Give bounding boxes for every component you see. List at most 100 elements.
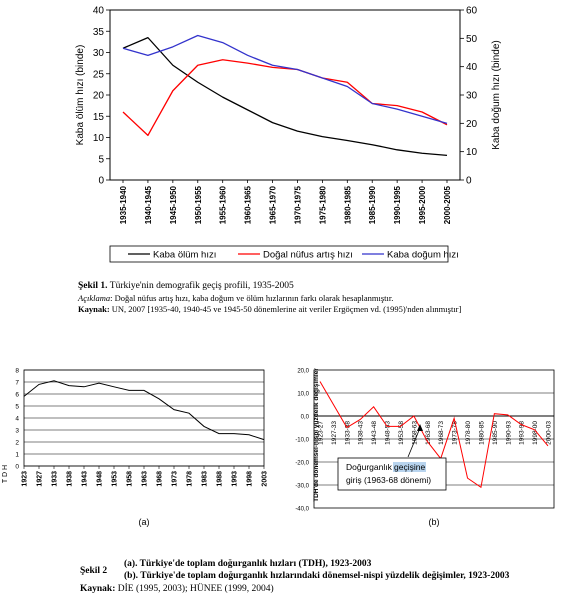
right-tick-label: 40	[466, 62, 478, 73]
figure1-source: Kaynak: UN, 2007 [1935-40, 1940-45 ve 19…	[78, 304, 461, 315]
demographic-transition-chart: 0 5 10 15 20 25 30 35 40 0 10 20 30 40 50 60 1935-1940…	[75, 6, 502, 263]
y-tick-label: -30,0	[295, 484, 309, 490]
legend-label: Doğal nüfus artış hızı	[263, 250, 353, 261]
y-tick-label: 7	[15, 380, 19, 387]
x-tick-label: 1983	[202, 471, 209, 487]
x-tick-label: 1948-53	[385, 421, 392, 445]
x-tick-label: 1950-1955	[194, 185, 203, 224]
x-tick-label: 1958	[127, 471, 134, 487]
x-tick-label: 1965-1970	[269, 185, 278, 224]
panel-label-b: (b)	[429, 517, 440, 527]
left-axis-ticks: 0 5 10 15 20 25 30 35 40	[93, 6, 110, 187]
x-tick-label: 1933-38	[344, 421, 351, 445]
x-tick-label: 1938-43	[358, 421, 365, 445]
figure1-source-text: UN, 2007 [1935-40, 1940-45 ve 1945-50 dö…	[109, 304, 462, 314]
figure1-caption: Şekil 1. Türkiye'nin demografik geçiş pr…	[78, 281, 294, 292]
x-tick-label: 1998	[247, 471, 254, 487]
x-tick-label: 1940-1945	[144, 185, 153, 224]
left-tick-label: 10	[93, 133, 105, 144]
figure1-title: Türkiye'nin demografik geçiş profili, 19…	[107, 281, 294, 291]
left-tick-label: 35	[93, 27, 105, 38]
series-line	[122, 34, 448, 124]
x-tick-label: 1980-85	[478, 421, 485, 445]
y-tick-label: 8	[15, 368, 19, 375]
x-tick-label: 1923	[22, 471, 29, 487]
figure1-note-text: : Doğal nüfus artış hızı, kaba doğum ve …	[110, 293, 394, 303]
x-tick-label: 1968	[157, 471, 164, 487]
x-axis-ticks: 1923-27 1927-33 1933-38 1938-43 1943-48 1948-…	[318, 421, 553, 445]
x-tick-label: 2003	[262, 471, 269, 487]
x-axis-ticks: 1923 1927 1933 1938 1943 1948 1953 1958 1963 1968…	[22, 466, 269, 487]
left-tick-label: 15	[93, 112, 105, 123]
plot-area	[109, 9, 461, 181]
annotation-box	[337, 457, 447, 491]
figure1-note-label: Açıklama	[78, 293, 111, 303]
x-tick-label: 1990-1995	[393, 185, 402, 224]
x-tick-label: 1970-1975	[293, 185, 302, 224]
legend-box	[109, 245, 449, 263]
left-axis-label: Kaba ölüm hızı (binde)	[75, 45, 86, 146]
panel-label-a: (a)	[139, 517, 150, 527]
left-tick-label: 5	[98, 154, 104, 165]
y-tick-label: 6	[15, 392, 19, 399]
y-tick-label: 20,0	[297, 369, 309, 375]
figure2-source: Kaynak: DİE (1995, 2003); HÜNEE (1999, 2…	[80, 584, 274, 595]
x-tick-label: 1973-78	[452, 421, 459, 445]
x-tick-label: 1988	[217, 471, 224, 487]
x-tick-label: 1955-1960	[219, 185, 228, 224]
x-axis-ticks: 1935-1940 1940-1945 1945-1950 1950-1955 1955…	[119, 180, 452, 224]
annotation: Doğurganlık geçişine giriş (1963-68 döne…	[337, 424, 447, 491]
x-tick-label: 2000-2005	[443, 185, 452, 224]
series-line	[319, 381, 549, 489]
tfr-line	[23, 380, 265, 441]
figure2-line-a: (a). Türkiye'de toplam doğurganlık hızla…	[124, 559, 372, 569]
x-tick-label: 1958-63	[411, 421, 418, 445]
y-tick-label: 0	[15, 464, 19, 471]
x-tick-label: 1963-68	[425, 421, 432, 445]
right-tick-label: 60	[466, 6, 478, 17]
right-tick-label: 50	[466, 34, 478, 45]
y-tick-label: 0,0	[301, 415, 310, 421]
x-tick-label: 1985-1990	[368, 185, 377, 224]
figure1-source-label: Kaynak:	[78, 304, 110, 314]
right-tick-label: 10	[466, 147, 478, 158]
x-tick-label: 1927-33	[331, 421, 338, 445]
y-tick-label: 2	[15, 440, 19, 447]
legend-label: Kaba ölüm hızı	[153, 250, 216, 261]
x-tick-label: 1980-1985	[343, 185, 352, 224]
y-tick-label: 3	[15, 428, 19, 435]
figure2-source-label: Kaynak:	[80, 584, 116, 594]
x-tick-label: 1943	[82, 471, 89, 487]
x-tick-label: 1985-90	[492, 421, 499, 445]
y-tick-label: -20,0	[295, 461, 309, 467]
legend-label: Kaba doğum hızı	[387, 250, 459, 261]
x-tick-label: 1968-73	[438, 421, 445, 445]
x-tick-label: 1960-1965	[244, 185, 253, 224]
series-line	[122, 59, 448, 137]
right-axis-label: Kaba doğum hızı (binde)	[491, 40, 502, 150]
x-tick-label: 1978	[187, 471, 194, 487]
x-tick-label: 1990-93	[505, 421, 512, 445]
y-axis-ticks: 0 1 2 3 4 5 6 7 8	[15, 368, 264, 471]
figure2-label: Şekil 2	[80, 566, 108, 576]
x-tick-label: 1998-00	[532, 421, 539, 445]
left-tick-label: 30	[93, 48, 105, 59]
annotation-text: Doğurganlık	[346, 462, 393, 472]
x-tick-label: 1953-58	[398, 421, 405, 445]
left-tick-label: 40	[93, 6, 105, 17]
figure2-line-b: (b). Türkiye'de toplam doğurganlık hızla…	[124, 571, 510, 581]
x-tick-label: 1938	[67, 471, 74, 487]
annotation-arrow	[407, 427, 421, 458]
figure1-note: Açıklama: Doğal nüfus artış hızı, kaba d…	[78, 293, 393, 304]
annotation-line2: giriş (1963-68 dönemi)	[346, 475, 431, 485]
x-tick-label: 1995-2000	[418, 185, 427, 224]
left-tick-label: 25	[93, 69, 105, 80]
tfr-change-chart: 20,010,00,0-10,0-20,0-30,0-40,0 1923-27 1…	[295, 368, 555, 527]
x-tick-label: 1963	[142, 471, 149, 487]
figure1-label: Şekil 1.	[78, 281, 108, 291]
x-tick-label: 1993	[232, 471, 239, 487]
x-tick-label: 2000-03	[546, 421, 553, 445]
annotation-highlight-text: geçişine	[394, 462, 425, 472]
y-tick-label: 10,0	[297, 392, 309, 398]
